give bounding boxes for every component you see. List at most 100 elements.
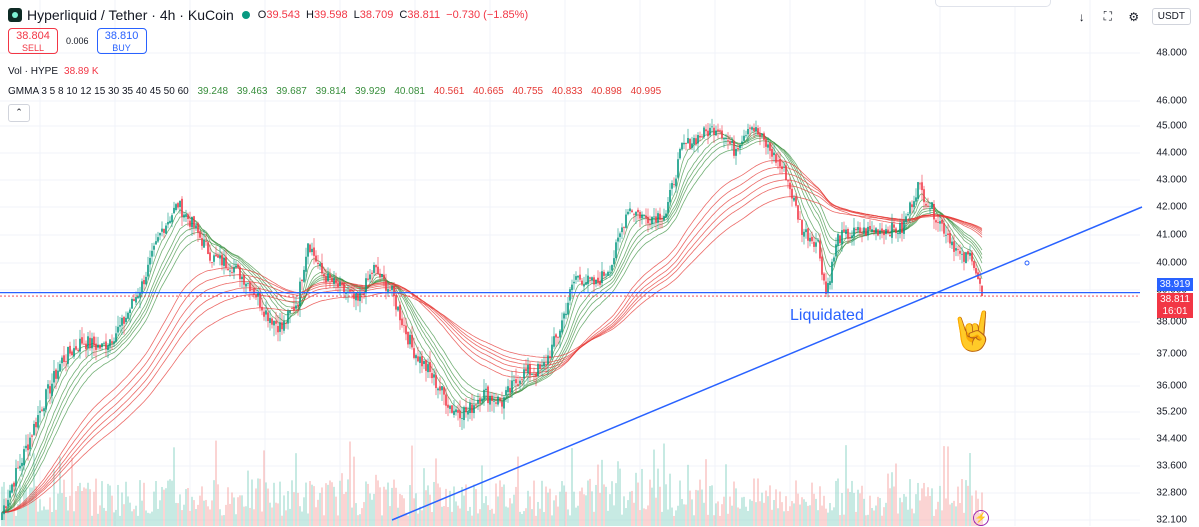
candle-body [29, 437, 31, 450]
candle-body [711, 126, 713, 128]
down-arrow-icon[interactable]: ↓ [1078, 9, 1085, 24]
volume-bar [425, 490, 427, 526]
timeframe[interactable]: 4h [159, 7, 176, 23]
candle-body [341, 283, 343, 285]
volume-bar [213, 480, 215, 526]
candle-body [521, 378, 523, 380]
candle-body [627, 211, 629, 215]
volume-bar [653, 449, 655, 526]
settings-icon[interactable]: ⚙ [1128, 9, 1140, 24]
volume-bar [43, 506, 45, 526]
candle-body [199, 231, 201, 238]
volume-bar [39, 499, 41, 526]
candle-body [431, 373, 433, 379]
candle-body [127, 312, 129, 319]
price-tick: 38.000 [1156, 316, 1187, 328]
buy-button[interactable]: 38.810 BUY [96, 28, 147, 54]
candle-body [465, 407, 467, 413]
volume-bar [595, 484, 597, 526]
candle-body [93, 336, 95, 346]
candle-body [331, 277, 333, 282]
volume-bar [719, 515, 721, 526]
candle-body [753, 127, 755, 132]
volume-bar [825, 508, 827, 526]
candle-body [677, 159, 679, 178]
candle-body [833, 257, 835, 262]
candle-body [131, 298, 133, 309]
exchange[interactable]: KuCoin [187, 7, 234, 23]
volume-bar [633, 502, 635, 526]
volume-bar [797, 493, 799, 526]
candle-body [147, 264, 149, 277]
currency-select[interactable]: USDT [1151, 8, 1191, 25]
volume-bar [177, 503, 179, 526]
candle-body [383, 274, 385, 279]
fullscreen-icon[interactable]: ⛶ [1103, 9, 1112, 23]
candle-body [47, 384, 49, 389]
volume-bar [761, 492, 763, 526]
candle-body [37, 415, 39, 428]
candle-body [305, 256, 307, 272]
gmma-value: 40.833 [551, 86, 583, 97]
candle-body [667, 201, 669, 213]
volume-bar [475, 489, 477, 526]
candle-body [919, 183, 921, 185]
gmma-line [1, 166, 983, 513]
candle-body [327, 273, 329, 282]
volume-bar [175, 502, 177, 526]
sell-button[interactable]: 38.804 SELL [8, 28, 58, 54]
volume-bar [339, 480, 341, 526]
candle-body [107, 345, 109, 351]
volume-bar [57, 493, 59, 526]
candle-body [749, 127, 751, 129]
volume-legend[interactable]: Vol · HYPE 38.89 K [8, 66, 99, 77]
volume-bar [139, 480, 141, 526]
volume-bar [391, 487, 393, 526]
volume-bar [451, 511, 453, 526]
candle-body [709, 127, 711, 136]
candle-body [663, 215, 665, 221]
gmma-line [1, 179, 983, 513]
volume-bar [537, 501, 539, 526]
volume-bar [135, 505, 137, 526]
liquidated-annotation[interactable]: Liquidated [790, 307, 864, 324]
pair-name[interactable]: Hyperliquid / Tether [27, 7, 148, 23]
volume-bar [9, 503, 11, 526]
candle-body [397, 306, 399, 311]
candle-body [873, 230, 875, 233]
collapse-legend-button[interactable]: ⌃ [8, 104, 30, 122]
volume-bar [435, 458, 437, 526]
volume-bar [131, 511, 133, 526]
price-tick: 46.000 [1156, 95, 1187, 107]
volume-bar [755, 502, 757, 526]
candle-body [797, 205, 799, 220]
volume-bar [377, 480, 379, 526]
candle-body [849, 236, 851, 238]
volume-bar [535, 515, 537, 526]
candle-body [615, 242, 617, 259]
volume-bar [647, 505, 649, 526]
candle-body [813, 241, 815, 247]
candle-body [981, 285, 983, 297]
candle-body [21, 462, 23, 467]
volume-bar [259, 478, 261, 526]
volume-bar [827, 512, 829, 526]
volume-bar [405, 512, 407, 526]
volume-bar [233, 497, 235, 526]
candle-body [751, 127, 753, 130]
volume-bar [883, 507, 885, 526]
candle-body [725, 138, 727, 139]
candle-body [801, 220, 803, 235]
ascending-trendline [391, 206, 1143, 521]
candle-body [799, 219, 801, 220]
lightning-icon[interactable]: ⚡ [973, 510, 989, 526]
candle-body [565, 313, 567, 316]
volume-bar [281, 515, 283, 526]
gmma-legend[interactable]: GMMA 3 5 8 10 12 15 30 35 40 45 50 60 39… [8, 86, 661, 97]
candle-body [449, 405, 451, 409]
volume-bar [143, 482, 145, 526]
candle-body [623, 227, 625, 228]
volume-bar [53, 469, 55, 526]
candle-body [795, 196, 797, 206]
